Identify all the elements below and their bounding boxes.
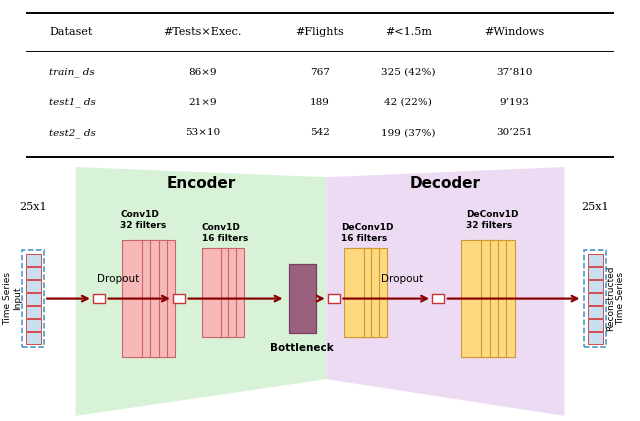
Bar [225,248,244,337]
Bar [588,280,603,292]
Bar [26,266,41,279]
Bar [122,240,142,357]
Text: 199 (37%): 199 (37%) [381,128,436,137]
Bar [26,253,41,266]
Bar [130,240,150,357]
Bar [360,248,379,337]
Bar [461,240,481,357]
Polygon shape [326,167,564,416]
Text: 37’810: 37’810 [496,68,532,77]
Text: Bottleneck: Bottleneck [270,343,334,353]
Bar [22,250,45,347]
Bar [344,248,364,337]
Bar [26,280,41,292]
Bar [26,319,41,331]
Bar [155,240,175,357]
Text: Conv1D
16 filters: Conv1D 16 filters [202,223,248,243]
Polygon shape [76,167,326,416]
Bar [433,294,445,304]
Bar [367,248,387,337]
Text: #<1.5m: #<1.5m [385,27,432,37]
Text: Dropout: Dropout [97,274,140,284]
Bar [486,240,506,357]
Text: #Windows: #Windows [484,27,545,37]
Text: 25x1: 25x1 [19,202,47,212]
Text: Reconstructed
Time Series: Reconstructed Time Series [606,266,625,331]
Text: Time Series
Input: Time Series Input [3,272,22,325]
Text: 53×10: 53×10 [184,128,220,137]
Text: Decoder: Decoder [410,176,480,191]
Bar [584,250,607,347]
Text: 42 (22%): 42 (22%) [385,98,432,107]
Text: test2_ ds: test2_ ds [49,128,96,138]
Text: DeConv1D
32 filters: DeConv1D 32 filters [466,210,518,230]
Text: 9’193: 9’193 [499,98,529,107]
Bar [352,248,371,337]
Text: DeConv1D
16 filters: DeConv1D 16 filters [341,223,394,243]
Bar [26,306,41,318]
Bar [588,293,603,305]
Bar [588,253,603,266]
Text: 189: 189 [310,98,330,107]
Bar [173,294,186,304]
Text: Conv1D
32 filters: Conv1D 32 filters [120,210,166,230]
Bar [217,248,236,337]
Text: 542: 542 [310,128,330,137]
Bar [209,248,228,337]
Bar [588,332,603,344]
Text: 325 (42%): 325 (42%) [381,68,436,77]
Text: #Tests×Exec.: #Tests×Exec. [163,27,241,37]
Bar [93,294,105,304]
Text: test1_ ds: test1_ ds [49,98,96,107]
Text: 21×9: 21×9 [188,98,216,107]
Bar [26,332,41,344]
Text: train_ ds: train_ ds [49,67,95,77]
Bar [588,319,603,331]
Bar [469,240,490,357]
Text: Dropout: Dropout [381,274,423,284]
Text: #Flights: #Flights [296,27,344,37]
Text: 25x1: 25x1 [581,202,609,212]
Text: Dataset: Dataset [49,27,93,37]
Bar [588,266,603,279]
Bar [202,248,221,337]
Bar [477,240,498,357]
Text: 86×9: 86×9 [188,68,216,77]
Text: 30’251: 30’251 [496,128,532,137]
Bar [328,294,340,304]
Text: Encoder: Encoder [167,176,236,191]
Bar [289,264,316,333]
Bar [138,240,159,357]
Bar [588,306,603,318]
Bar [26,293,41,305]
Bar [147,240,167,357]
Text: 767: 767 [310,68,330,77]
Bar [494,240,515,357]
